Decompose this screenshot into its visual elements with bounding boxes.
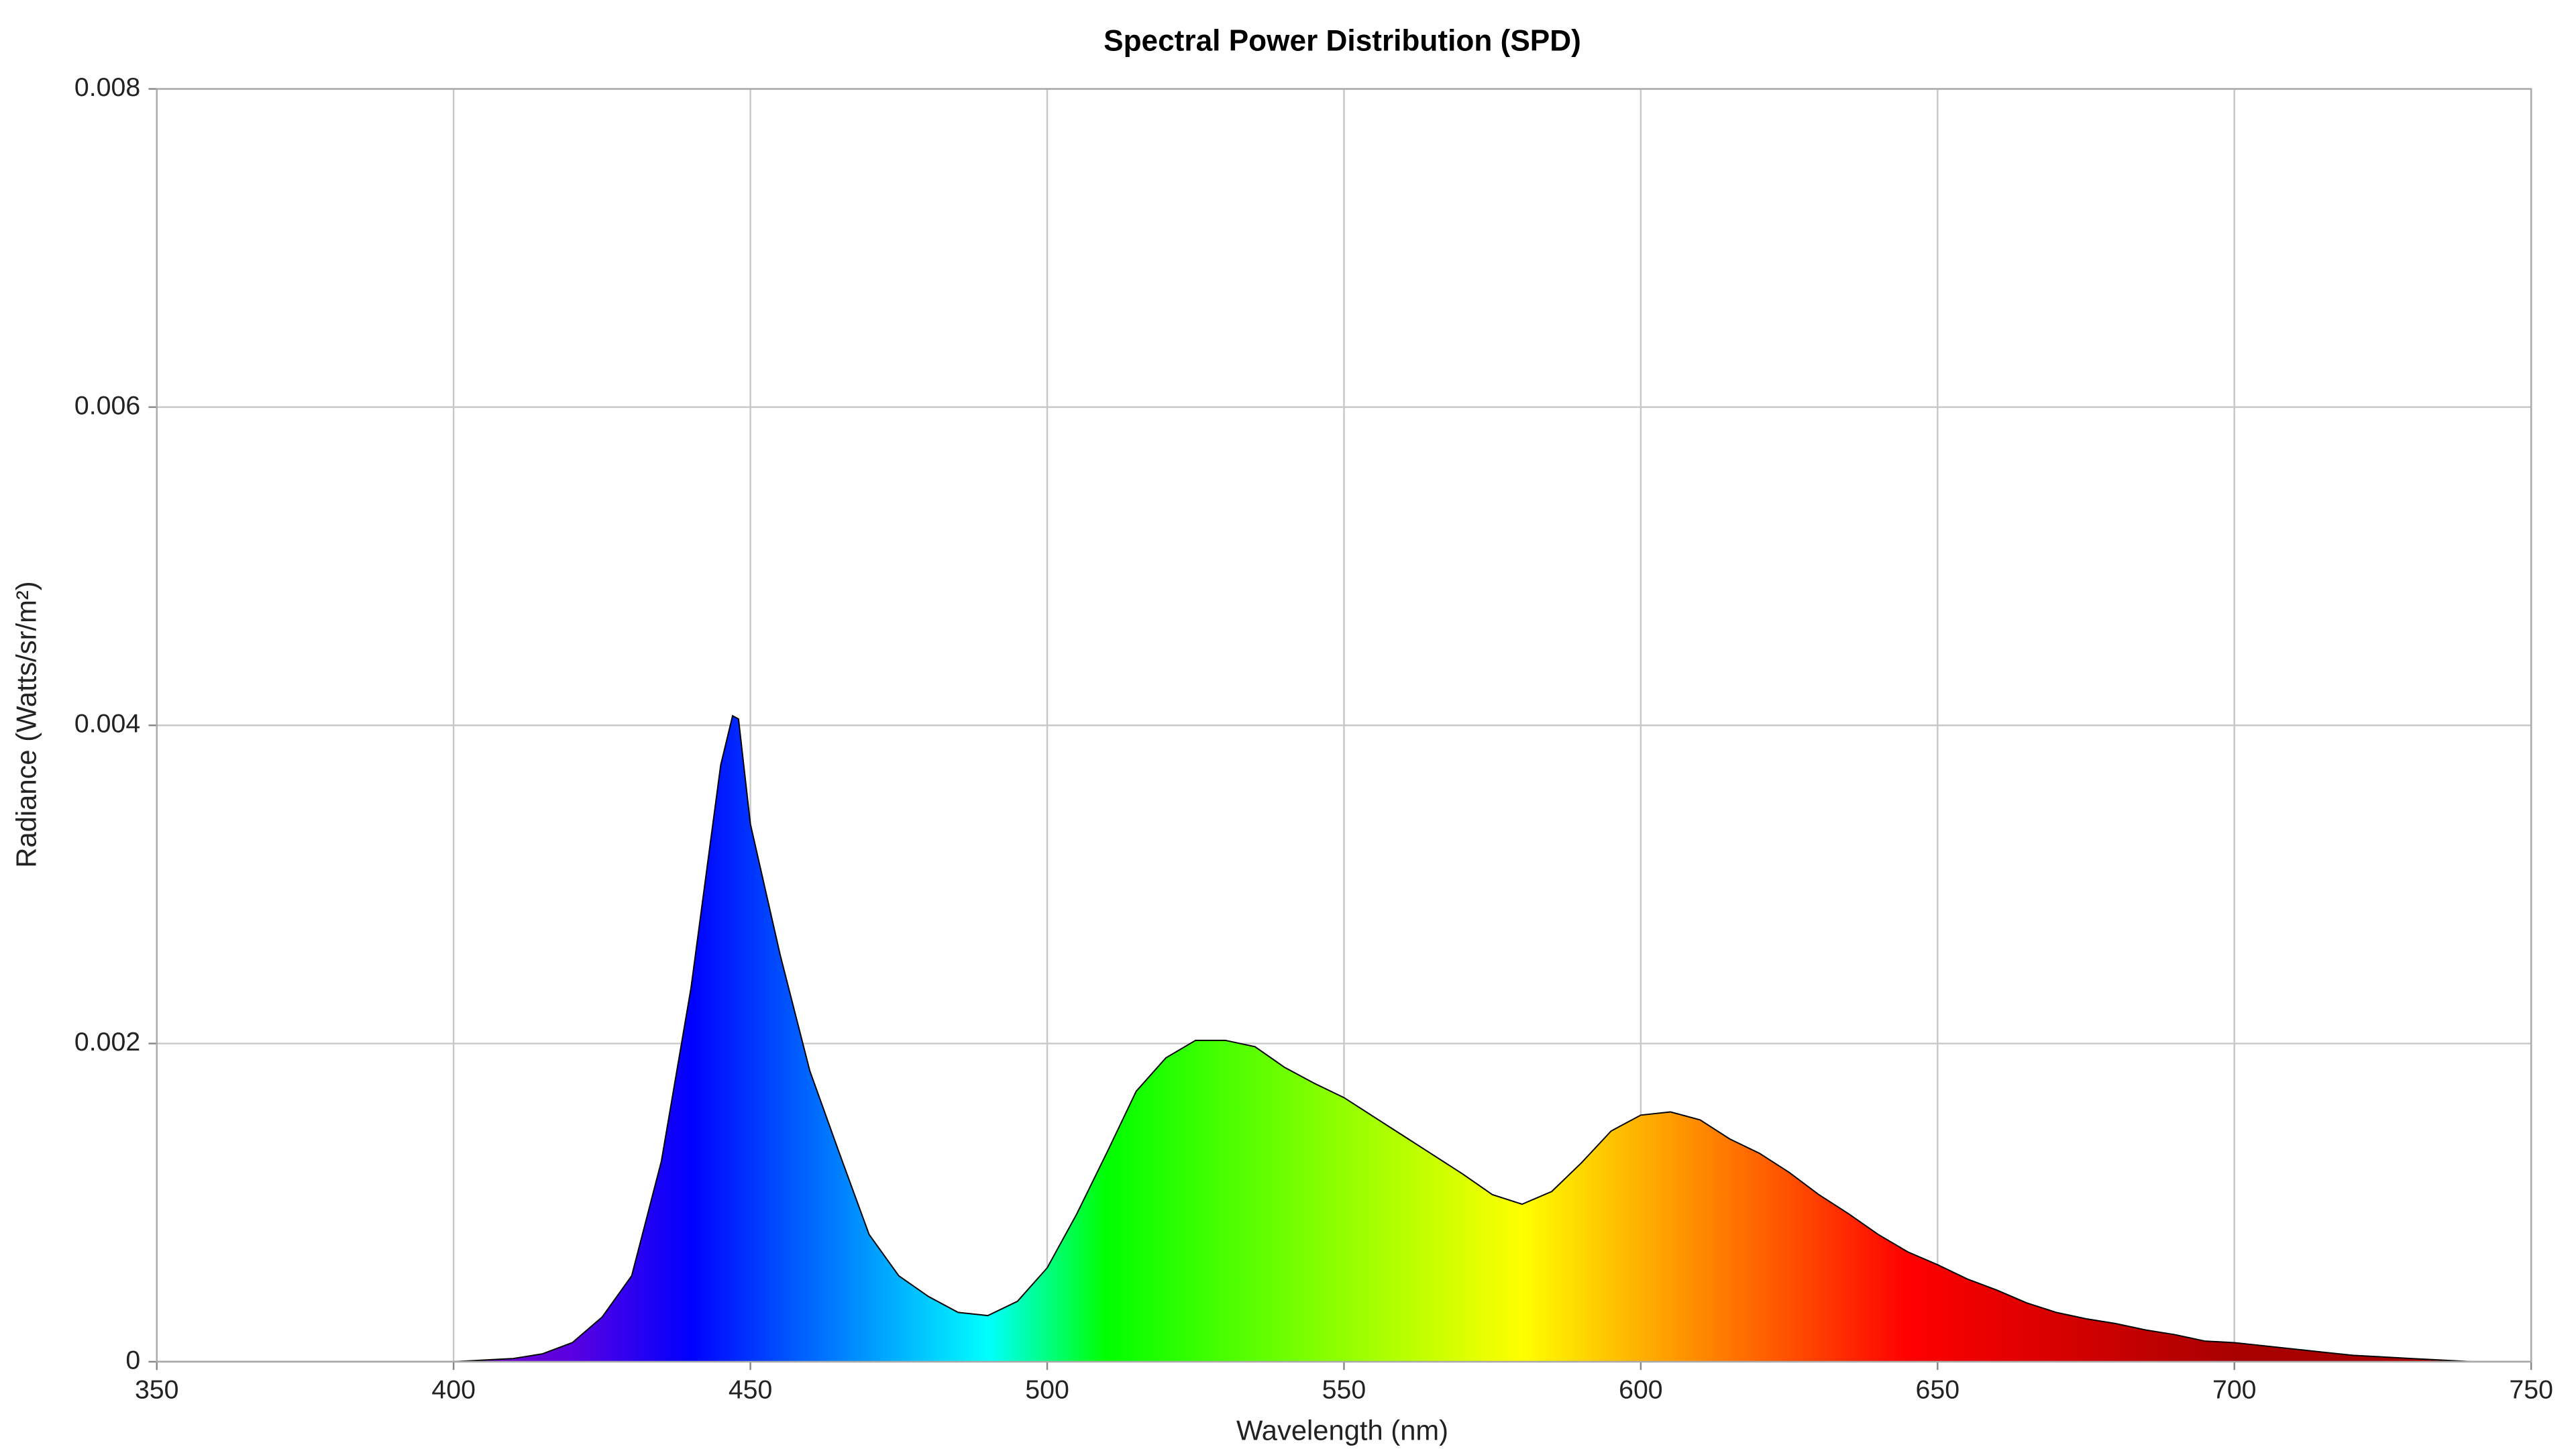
chart-title: Spectral Power Distribution (SPD) [1104, 24, 1581, 57]
spectrum-area [156, 715, 2532, 1362]
plot-frame [156, 88, 2532, 1363]
x-tick-label: 500 [1025, 1375, 1069, 1404]
x-tick-label: 550 [1322, 1375, 1366, 1404]
y-tick-label: 0.008 [74, 72, 140, 102]
x-tick-label: 750 [2509, 1375, 2553, 1404]
y-tick-label: 0.002 [74, 1027, 140, 1057]
x-tick-label: 650 [1916, 1375, 1960, 1404]
x-tick-label: 600 [1619, 1375, 1663, 1404]
spectrum-line [156, 714, 2532, 1362]
x-tick-label: 700 [2212, 1375, 2257, 1404]
x-tick-label: 400 [431, 1375, 476, 1404]
x-tick-label: 350 [135, 1375, 179, 1404]
y-tick-label: 0.006 [74, 390, 140, 420]
y-axis-label: Radiance (Watts/sr/m²) [10, 581, 42, 867]
x-tick-label: 450 [729, 1375, 773, 1404]
y-tick-label: 0.004 [74, 709, 140, 739]
y-tick-label: 0 [125, 1345, 140, 1375]
x-axis-label: Wavelength (nm) [1236, 1414, 1448, 1446]
